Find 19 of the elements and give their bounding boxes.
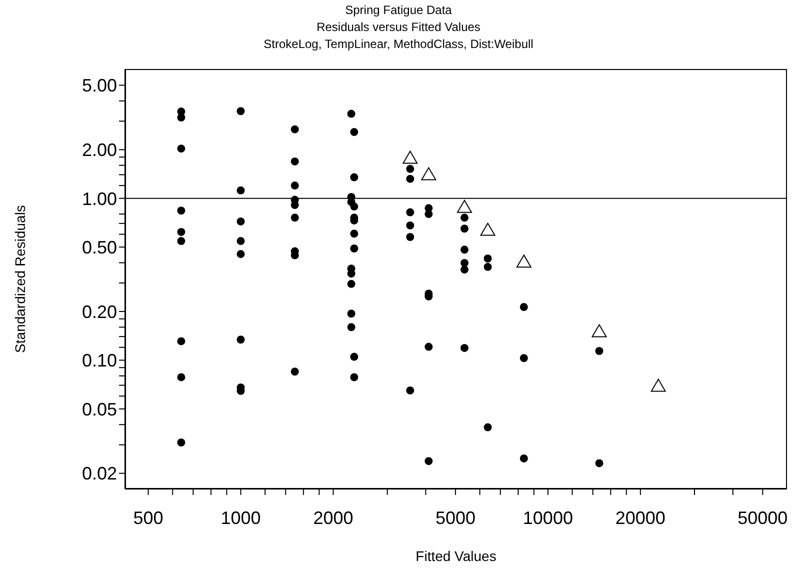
x-tick-label: 50000: [738, 508, 788, 528]
y-tick-label: 0.20: [82, 302, 117, 322]
x-tick-label: 10000: [522, 508, 573, 528]
y-axis-title: Standardized Residuals: [12, 205, 28, 353]
chart-subtitle: Residuals versus Fitted Values StrokeLog, TempLinear, MethodClass, Dist:Weibull: [262, 19, 534, 53]
y-tick-label: 0.10: [82, 350, 117, 371]
x-tick-label: 1000: [220, 508, 261, 528]
y-tick-label: 5.00: [82, 76, 117, 96]
y-tick-label: 0.02: [82, 464, 117, 484]
y-tick-label: 1.00: [82, 188, 117, 209]
x-tick-label: 5000: [435, 508, 476, 528]
x-axis-title: Fitted Values: [416, 548, 496, 564]
y-tick-label: 0.50: [82, 237, 117, 258]
y-tick-label: 0.05: [82, 399, 117, 420]
chart-title: Spring Fatigue Data: [344, 2, 453, 19]
x-tick-label: 20000: [615, 508, 666, 528]
x-tick-label: 500: [133, 508, 164, 528]
x-tick-label: 2000: [313, 508, 354, 528]
y-tick-label: 2.00: [82, 140, 117, 160]
